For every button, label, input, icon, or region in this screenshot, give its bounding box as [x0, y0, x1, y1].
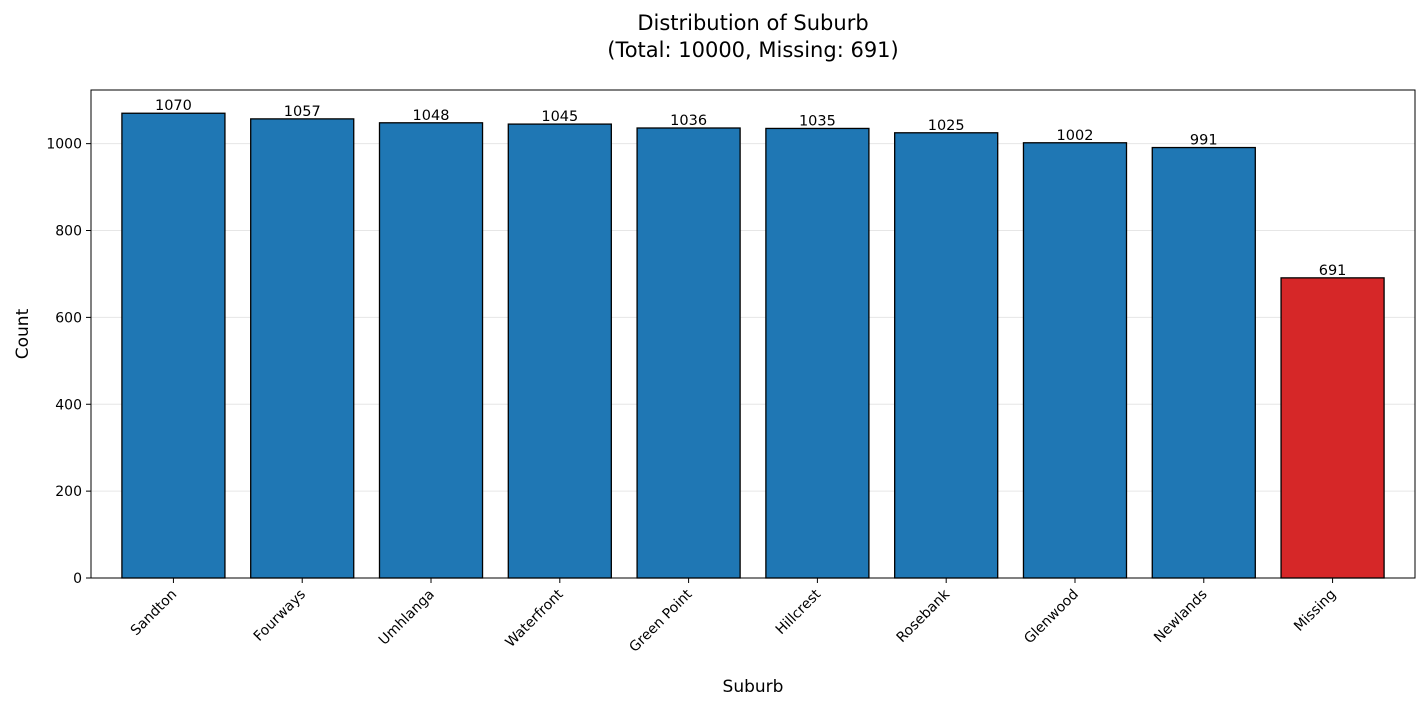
bar-glenwood	[1022, 142, 1128, 579]
x-tick-label: Green Point	[626, 586, 695, 655]
bar-value-label: 991	[1190, 133, 1218, 149]
y-tick-label: 400	[55, 397, 82, 413]
x-axis: Sandton Fourways Umhlanga Waterfront Green P…	[128, 578, 1339, 656]
x-tick-label: Sandton	[128, 587, 180, 639]
x-tick-label: Glenwood	[1021, 587, 1082, 648]
x-tick-label: Newlands	[1151, 587, 1210, 646]
bar-value-label: 1025	[928, 118, 965, 134]
y-axis: 0 200 400 600 800 1000	[46, 137, 91, 587]
bar-umhlanga	[378, 122, 484, 579]
bar-value-label: 1048	[413, 108, 450, 124]
chart-title-line1: Distribution of Suburb	[637, 11, 868, 35]
bar-value-label: 1036	[670, 113, 707, 129]
bar-value-label: 1002	[1057, 128, 1094, 144]
bar-waterfront	[507, 123, 612, 579]
bars-layer	[121, 112, 1385, 579]
y-tick-label: 0	[73, 571, 82, 587]
plot-frame	[90, 89, 1416, 579]
bar-sandton	[121, 112, 226, 579]
x-tick-label: Waterfront	[503, 586, 567, 650]
y-tick-label: 200	[55, 484, 82, 500]
y-tick-label: 1000	[46, 137, 82, 153]
x-tick-label: Umhlanga	[376, 587, 438, 649]
data-labels-layer: 1070 1057 1048 1045 1036 1035 1025 1002 991 691	[155, 98, 1346, 279]
x-tick-label: Missing	[1291, 587, 1339, 635]
bar-hillcrest	[765, 127, 870, 579]
x-tick-label: Hillcrest	[773, 586, 825, 638]
chart-title-line2: (Total: 10000, Missing: 691)	[607, 38, 898, 62]
y-tick-label: 600	[55, 310, 82, 326]
bar-newlands	[1151, 146, 1256, 579]
bar-value-label: 1035	[799, 113, 836, 129]
bar-rosebank	[894, 132, 999, 579]
bar-value-label: 1057	[284, 104, 321, 120]
y-tick-label: 800	[55, 224, 82, 240]
bar-missing	[1280, 277, 1385, 579]
x-axis-label: Suburb	[723, 677, 784, 697]
bar-value-label: 691	[1319, 263, 1347, 279]
bar-green-point	[636, 127, 741, 579]
x-tick-label: Fourways	[251, 587, 309, 645]
bar-value-label: 1070	[155, 98, 192, 114]
bar-fourways	[250, 118, 355, 579]
x-tick-label: Rosebank	[894, 586, 954, 646]
y-axis-label: Count	[13, 308, 33, 359]
bar-value-label: 1045	[541, 109, 578, 125]
